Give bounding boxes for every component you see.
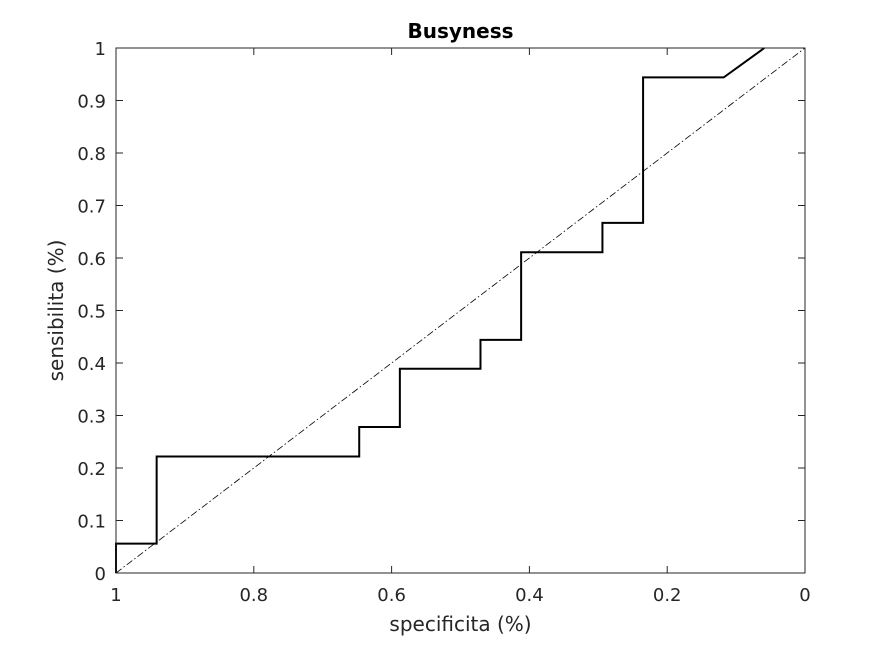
x-tick-label: 0 [799,585,810,606]
x-tick-label: 0.6 [377,585,406,606]
y-tick-label: 0.9 [77,92,106,113]
y-axis-title: sensibilita (%) [44,240,68,382]
y-tick-label: 0.3 [77,407,106,428]
y-tick-label: 0.2 [77,459,106,480]
x-tick-label: 0.8 [239,585,268,606]
chart-title: Busyness [407,19,513,43]
ticks-layer: 1 0.8 0.6 0.4 0.2 0 0 0.1 0.2 0.3 0.4 0.5 0.6 0.7 0.8 0… [77,39,810,606]
y-tick-label: 0.7 [77,197,106,218]
x-tick-label: 0.2 [653,585,682,606]
y-tick-label: 0.5 [77,302,106,323]
y-tick-label: 0.4 [77,354,106,375]
chance-diagonal-line [115,47,806,574]
x-axis-title: specificita (%) [389,612,531,636]
y-tick-label: 0.6 [77,249,106,270]
roc-curve-line [115,47,765,573]
x-tick-label: 0.4 [515,585,544,606]
x-tick-label: 1 [110,585,121,606]
y-tick-label: 0 [95,564,106,585]
series-layer [115,47,806,574]
y-tick-label: 1 [95,39,106,60]
y-tick-label: 0.1 [77,512,106,533]
y-tick-label: 0.8 [77,144,106,165]
